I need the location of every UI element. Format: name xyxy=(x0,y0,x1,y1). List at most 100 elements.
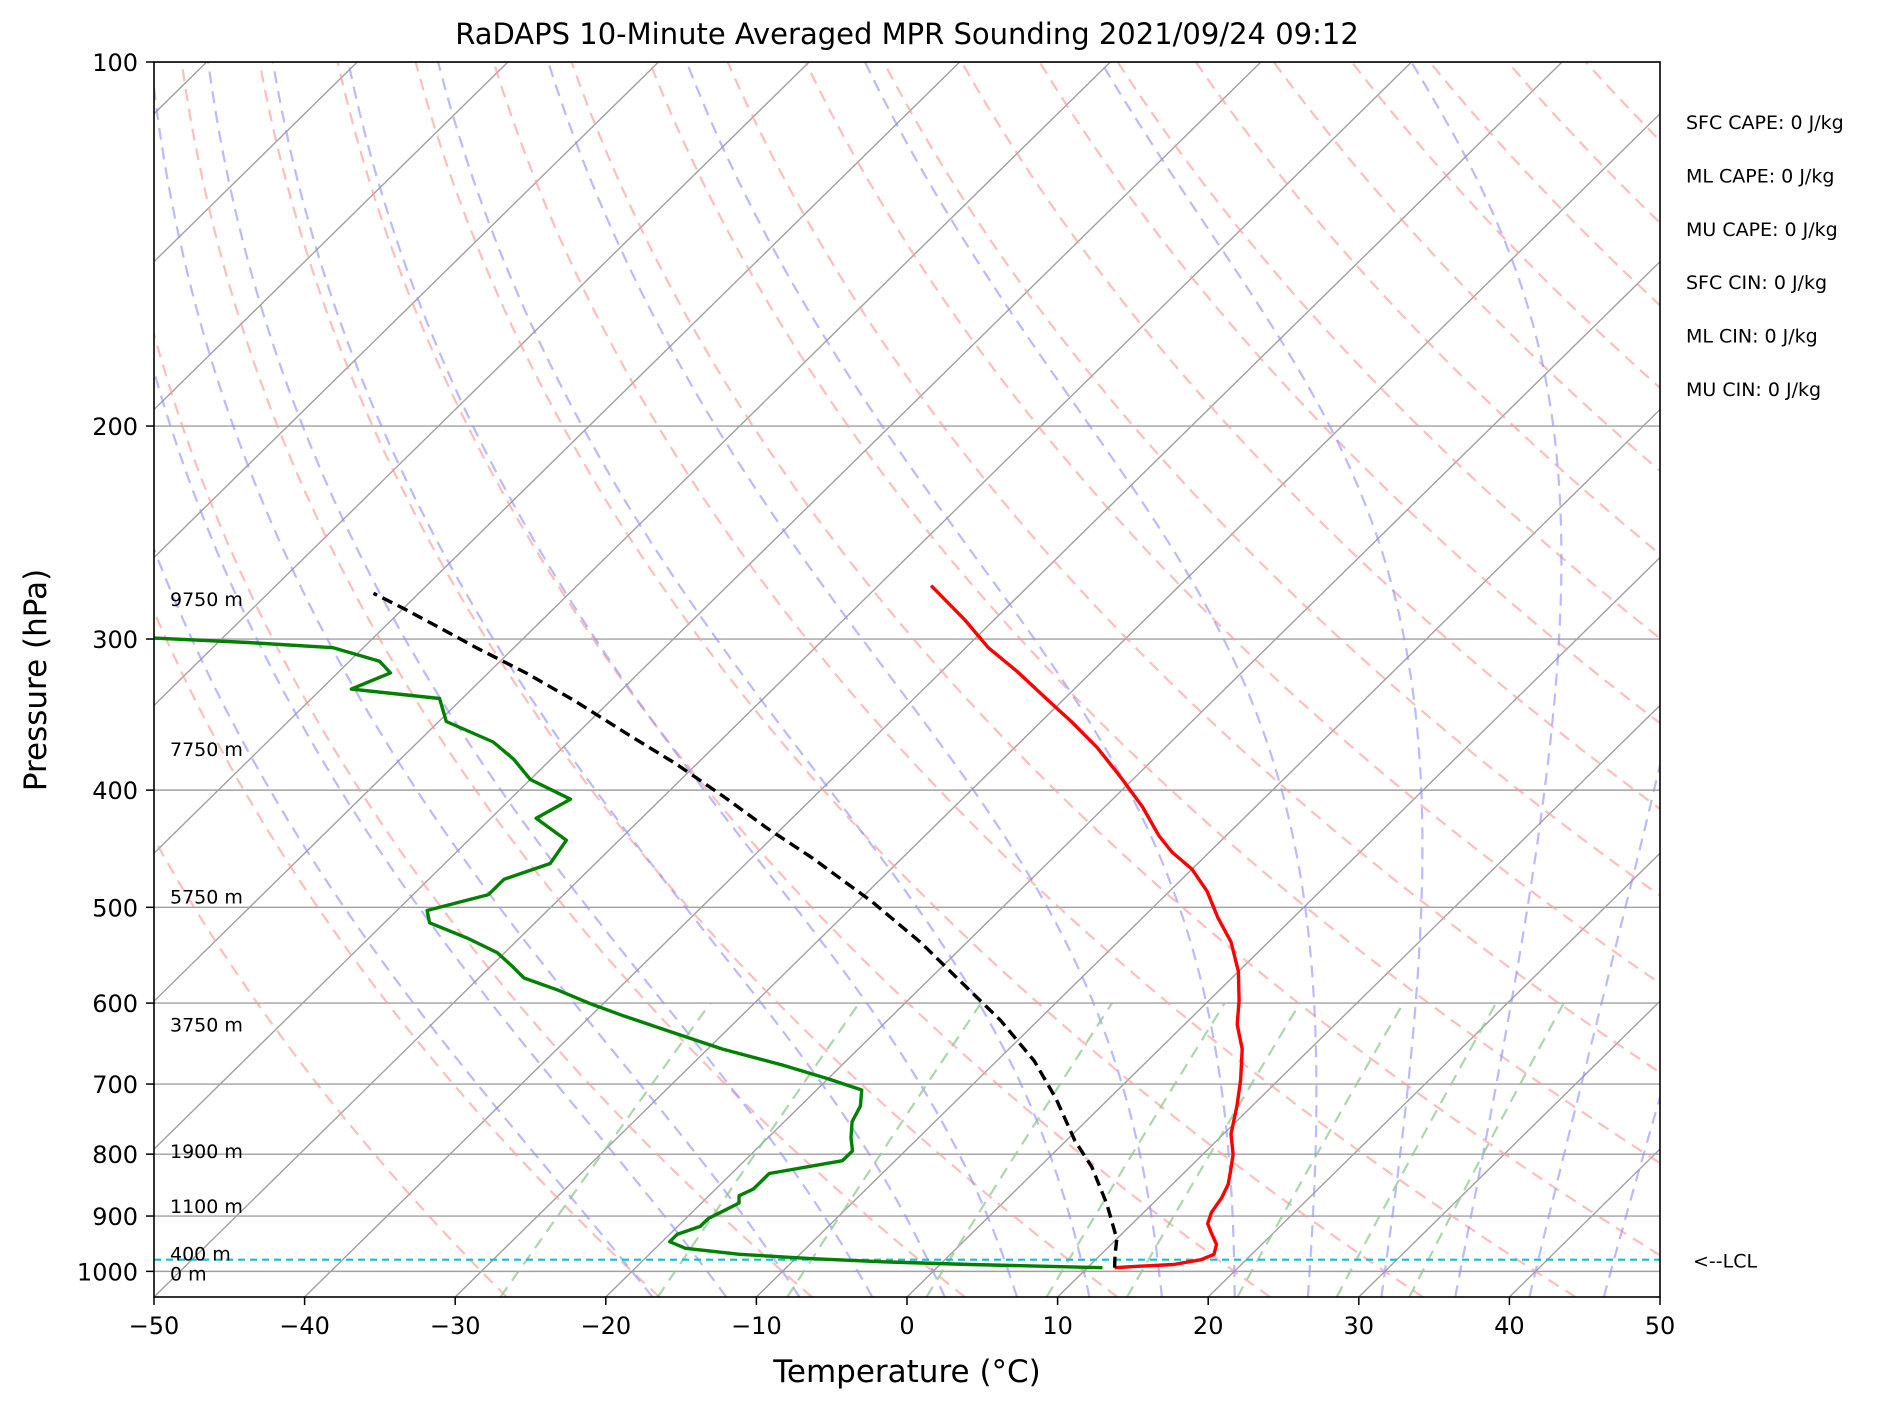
x-tick-label: 40 xyxy=(1494,1312,1525,1340)
height-label: 400 m xyxy=(170,1244,231,1266)
moist-adiabat xyxy=(547,62,1163,1297)
dry-adiabat xyxy=(1428,62,1660,307)
dry-adiabat xyxy=(1194,62,1660,556)
x-tick-label: −40 xyxy=(279,1312,330,1340)
dry-adiabat xyxy=(648,62,1660,1165)
y-tick-label: 900 xyxy=(92,1203,138,1231)
parcel-profile xyxy=(372,591,1119,1268)
isotherm-line xyxy=(1508,1148,1660,1297)
x-tick-label: 20 xyxy=(1193,1312,1224,1340)
isotherm-line xyxy=(154,62,1262,1151)
index-annotation: MU CAPE: 0 J/kg xyxy=(1686,219,1838,241)
dry-adiabat xyxy=(180,62,966,1297)
x-tick-label: −20 xyxy=(580,1312,631,1340)
isotherm-line xyxy=(1207,852,1660,1297)
mixing-ratio-line xyxy=(656,1002,861,1297)
x-tick-label: 30 xyxy=(1344,1312,1375,1340)
dry-adiabat xyxy=(258,62,1119,1297)
mixing-ratio-line xyxy=(925,1002,1113,1297)
isotherm-line xyxy=(304,62,1563,1297)
dry-adiabat xyxy=(1584,62,1660,143)
index-annotation: ML CIN: 0 J/kg xyxy=(1686,326,1818,348)
index-annotation: ML CAPE: 0 J/kg xyxy=(1686,165,1834,187)
moist-adiabat xyxy=(154,545,654,1297)
moist-adiabat xyxy=(1410,62,1563,1297)
moist-adiabat xyxy=(685,62,1236,1297)
index-annotation: MU CIN: 0 J/kg xyxy=(1686,379,1821,401)
dry-adiabat xyxy=(726,62,1660,1074)
mixing-ratio-line xyxy=(1236,1002,1405,1297)
mixing-ratio-line xyxy=(1335,1002,1497,1297)
isotherm-line xyxy=(1057,704,1660,1297)
x-tick-label: 10 xyxy=(1042,1312,1073,1340)
dry-adiabat xyxy=(1506,62,1660,225)
dry-adiabat xyxy=(570,62,1660,1257)
height-label: 9750 m xyxy=(170,589,243,611)
y-tick-label: 800 xyxy=(92,1141,138,1169)
height-label: 7750 m xyxy=(170,739,243,761)
isotherm-line xyxy=(154,62,509,411)
isotherm-line xyxy=(1811,62,1882,1297)
isotherm-line xyxy=(154,62,810,707)
isotherm-line xyxy=(1358,1000,1660,1297)
moist-adiabat xyxy=(154,367,728,1297)
dry-adiabat xyxy=(414,62,1424,1297)
plot-frame xyxy=(153,61,1661,1298)
dry-adiabat xyxy=(154,836,508,1297)
x-tick-label: 0 xyxy=(899,1312,914,1340)
x-axis-label: Temperature (°C) xyxy=(772,1354,1041,1390)
isotherm-line xyxy=(154,62,1111,1003)
moist-adiabat xyxy=(347,62,1019,1297)
x-tick-label: 50 xyxy=(1645,1312,1676,1340)
temperature-profile xyxy=(929,584,1244,1270)
y-tick-label: 1000 xyxy=(77,1258,138,1286)
y-axis-label: Pressure (hPa) xyxy=(18,569,54,791)
y-tick-label: 100 xyxy=(92,49,138,77)
isotherm-line xyxy=(154,62,1413,1297)
mixing-ratio-line xyxy=(1126,1002,1301,1297)
isotherm-line xyxy=(1659,1296,1660,1297)
height-label: 3750 m xyxy=(170,1015,243,1037)
mixing-ratio-line xyxy=(1045,1002,1226,1297)
isotherm-line xyxy=(454,112,1660,1297)
dry-adiabat xyxy=(1116,62,1660,640)
y-tick-label: 400 xyxy=(92,777,138,805)
x-tick-label: −10 xyxy=(731,1312,782,1340)
y-tick-label: 600 xyxy=(92,990,138,1018)
isotherm-line xyxy=(605,260,1660,1297)
lcl-label: <--LCL xyxy=(1693,1251,1757,1273)
height-label: 1100 m xyxy=(170,1196,243,1218)
height-label: 0 m xyxy=(170,1263,207,1285)
y-tick-label: 300 xyxy=(92,626,138,654)
index-annotation: SFC CAPE: 0 J/kg xyxy=(1686,112,1844,134)
isotherm-line xyxy=(154,62,961,855)
moist-adiabat xyxy=(1100,62,1424,1297)
x-tick-label: −50 xyxy=(129,1312,180,1340)
mixing-ratio-line xyxy=(1408,1002,1565,1297)
dewpoint-profile xyxy=(154,636,1103,1270)
x-tick-label: −30 xyxy=(430,1312,481,1340)
isotherm-line xyxy=(755,408,1660,1297)
dry-adiabat xyxy=(882,62,1660,897)
moist-adiabat xyxy=(154,78,801,1297)
index-annotation: SFC CIN: 0 J/kg xyxy=(1686,272,1827,294)
moist-adiabat xyxy=(1602,1093,1660,1297)
moist-adiabat xyxy=(864,62,1318,1297)
moist-adiabat xyxy=(437,62,1091,1297)
y-tick-label: 200 xyxy=(92,413,138,441)
dry-adiabat xyxy=(492,62,1577,1297)
chart-title: RaDAPS 10-Minute Averaged MPR Sounding 2… xyxy=(455,17,1359,51)
isotherm-line xyxy=(906,556,1660,1297)
y-tick-label: 700 xyxy=(92,1071,138,1099)
moist-adiabat xyxy=(271,62,946,1297)
dry-adiabat xyxy=(1664,62,1882,1297)
height-label: 5750 m xyxy=(170,887,243,909)
dry-adiabat xyxy=(1742,62,1882,1297)
dry-adiabat xyxy=(154,608,661,1297)
dry-adiabat xyxy=(1272,62,1660,473)
height-label: 1900 m xyxy=(170,1141,243,1163)
dry-adiabat xyxy=(804,62,1660,985)
isotherm-line xyxy=(154,62,660,559)
